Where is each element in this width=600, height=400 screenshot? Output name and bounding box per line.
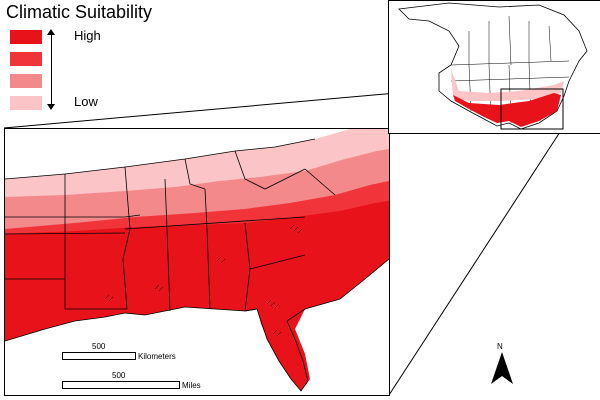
north-label: N — [497, 342, 503, 351]
north-arrow-icon — [491, 352, 513, 384]
inset-extent-box — [500, 88, 564, 130]
northern-area — [5, 129, 350, 179]
km-scale-value: 500 — [92, 342, 106, 351]
hatched-occurrence-areas — [104, 224, 303, 337]
km-scalebar — [62, 352, 136, 360]
mi-scale-value: 500 — [112, 371, 126, 380]
north-america-inset-map — [398, 2, 588, 130]
state-boundaries — [5, 138, 336, 312]
coastline — [5, 258, 389, 392]
mi-scale-unit: Miles — [182, 381, 201, 390]
gulf-of-mexico — [5, 307, 301, 395]
legend-swatch-high — [10, 30, 42, 44]
inset-map-panel — [388, 0, 600, 134]
southeast-us-map — [5, 129, 389, 395]
map-title: Climatic Suitability — [6, 2, 153, 22]
legend-arrow-line — [51, 34, 52, 106]
legend-swatch-low — [10, 96, 42, 110]
inset-suitability-low — [451, 69, 564, 101]
mi-scalebar — [62, 381, 180, 389]
legend-swatch-medium-high — [10, 52, 42, 66]
legend-high-label: High — [74, 28, 101, 43]
legend-arrow-down-icon — [47, 104, 55, 110]
km-scale-unit: Kilometers — [138, 352, 176, 361]
florida-peninsula — [257, 307, 308, 391]
legend-swatch-medium-low — [10, 74, 42, 88]
main-map-panel — [4, 128, 390, 396]
inset-boundaries — [450, 15, 570, 124]
inset-suitability-high — [453, 93, 561, 127]
legend-arrow-up-icon — [47, 29, 55, 35]
legend-low-label: Low — [74, 94, 98, 109]
